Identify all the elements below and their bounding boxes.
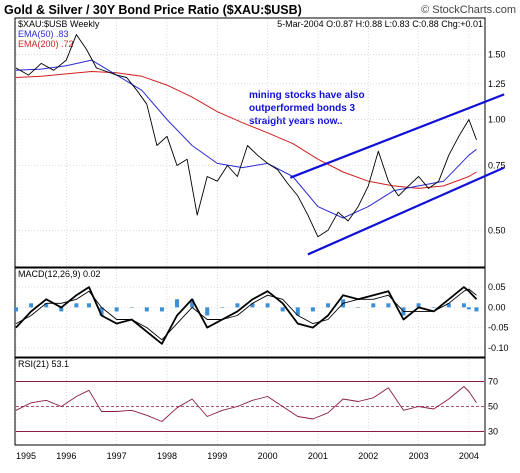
macd-histogram-bar [29, 303, 34, 308]
macd-y-tick-label: 0.05 [488, 282, 506, 292]
chart-marks: 1995 1996 1997 1998 1999 2000 2001 2002 2003 2004… [14, 19, 509, 461]
macd-y-tick-label: -0.05 [488, 323, 509, 333]
ema50-legend: EMA(50) .83 [18, 29, 69, 39]
x-tick-label: 2003 [409, 451, 429, 461]
x-tick-label: 1995 [16, 451, 36, 461]
rsi-panel-frame [14, 357, 486, 446]
price-y-tick-label: 1.25 [488, 79, 506, 89]
x-tick-label: 1999 [207, 451, 227, 461]
annotation-line-1: mining stocks have also [249, 90, 365, 101]
macd-histogram-bar [416, 303, 421, 308]
macd-y-tick-label: 0.00 [488, 302, 506, 312]
rsi-y-tick-label: 50 [488, 402, 498, 412]
macd-histogram-bar [59, 307, 64, 312]
macd-signal-line [15, 288, 477, 341]
macd-y-tick-label: -0.10 [488, 343, 509, 353]
macd-histogram-bar [371, 303, 376, 308]
macd-histogram-bar [386, 303, 391, 308]
rsi-y-tick-label: 70 [488, 377, 498, 387]
macd-histogram-bar [86, 303, 91, 308]
macd-histogram-bar [235, 303, 240, 308]
ohlc-readout: 5-Mar-2004 O:0.87 H:0.88 L:0.83 C:0.88 C… [277, 19, 483, 29]
macd-histogram-bar [295, 307, 300, 316]
price-y-tick-label: 1.00 [488, 114, 506, 124]
macd-histogram-bar [356, 307, 361, 308]
rsi-y-tick-label: 30 [488, 427, 498, 437]
macd-histogram-bar [205, 307, 210, 316]
ema50-line [15, 59, 477, 219]
macd-histogram-bar [280, 307, 285, 312]
macd-histogram-bar [129, 307, 134, 308]
x-tick-label: 1996 [56, 451, 76, 461]
ema200-legend: EMA(200) .72 [18, 39, 74, 49]
rsi-line [15, 386, 477, 422]
macd-panel-frame [14, 267, 486, 358]
macd-histogram-bar [250, 303, 255, 308]
x-tick-label: 2002 [358, 451, 378, 461]
x-tick-label: 1998 [157, 451, 177, 461]
macd-histogram-bar [159, 307, 164, 312]
macd-histogram-bar [190, 299, 195, 308]
annotation-line-2: outperformed bonds 3 [249, 103, 356, 114]
macd-histogram-bar [474, 307, 479, 312]
macd-histogram-bar [326, 303, 330, 308]
macd-histogram-bar [144, 307, 149, 312]
ema200-line [15, 71, 477, 189]
rsi-label: RSI(21) 53.1 [18, 359, 69, 369]
macd-histogram-bar [220, 307, 225, 308]
x-tick-label: 2001 [308, 451, 328, 461]
annotation-line-3: straight years now.. [249, 116, 343, 127]
macd-line [15, 286, 478, 345]
x-tick-label: 2004 [459, 451, 479, 461]
price-y-tick-label: 0.75 [488, 160, 506, 170]
upper-trend-line [289, 93, 505, 179]
chart-title: Gold & Silver / 30Y Bond Price Ratio ($X… [4, 3, 302, 17]
macd-histogram-bar [74, 303, 79, 308]
x-tick-label: 2000 [258, 451, 278, 461]
price-y-tick-label: 1.50 [488, 50, 506, 60]
macd-histogram-bar [466, 307, 471, 310]
macd-histogram-bar [114, 307, 119, 312]
macd-label: MACD(12,26,9) 0.02 [18, 269, 101, 279]
symbol-label: $XAU:$USB Weekly [18, 19, 100, 29]
price-line [15, 34, 477, 238]
x-tick-label: 1997 [107, 451, 127, 461]
macd-histogram-bar [175, 299, 180, 308]
macd-histogram-bar [431, 307, 436, 308]
macd-histogram-bar [310, 307, 315, 312]
price-y-tick-label: 0.50 [488, 225, 506, 235]
lower-trend-line [307, 166, 505, 256]
macd-histogram-bar [99, 307, 104, 316]
copyright-text: © StockCharts.com [421, 4, 516, 16]
macd-histogram-bar [14, 307, 18, 312]
macd-histogram-bar [461, 303, 466, 308]
macd-histogram-bar [265, 303, 270, 308]
price-panel-frame [14, 17, 486, 268]
macd-histogram-bar [446, 303, 451, 308]
macd-histogram-bar [44, 303, 49, 308]
